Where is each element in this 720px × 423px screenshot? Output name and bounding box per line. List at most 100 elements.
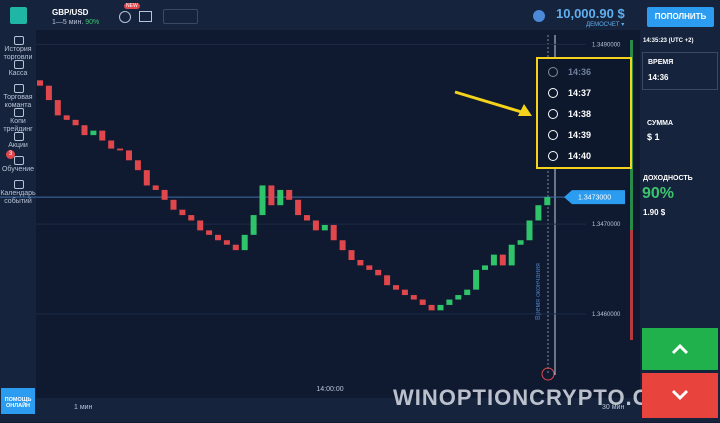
candle xyxy=(517,240,524,245)
new-badge: NEW xyxy=(124,3,140,9)
duration-text: 1—5 мин. xyxy=(52,19,84,26)
sidebar-item[interactable]: Календарь событий xyxy=(0,190,36,205)
duration: 1—5 мин. 90% xyxy=(52,19,99,26)
candle xyxy=(286,189,293,200)
candle xyxy=(339,240,346,251)
candle xyxy=(215,234,221,241)
candle xyxy=(482,265,488,270)
candle xyxy=(152,185,159,190)
candle xyxy=(464,289,471,296)
volume-bar xyxy=(630,40,633,340)
candle xyxy=(295,199,302,216)
candle xyxy=(259,185,266,216)
candle xyxy=(99,130,106,141)
y-tick-label: 1.3460000 xyxy=(592,312,621,318)
candle xyxy=(410,295,417,300)
candle xyxy=(37,80,43,86)
candle xyxy=(428,304,435,311)
put-button[interactable] xyxy=(642,373,718,418)
expiry-marker xyxy=(541,367,555,381)
sidebar-item[interactable]: Торговая команта xyxy=(3,94,33,109)
candle xyxy=(241,234,248,251)
candle xyxy=(455,295,462,300)
sidebar-icon xyxy=(14,84,24,93)
clock-icon xyxy=(548,151,558,161)
candle xyxy=(419,299,426,305)
candle xyxy=(393,285,399,290)
sidebar-item[interactable]: Акции xyxy=(8,142,28,149)
level-icon xyxy=(533,10,545,22)
account-type[interactable]: ДЕМОСЧЕТ ▾ xyxy=(586,22,625,28)
candle xyxy=(232,244,239,251)
arrow xyxy=(454,90,526,115)
sidebar-icon xyxy=(14,132,24,141)
chart-type-button[interactable] xyxy=(163,9,198,24)
candle xyxy=(526,220,533,241)
candle xyxy=(108,140,115,149)
balance[interactable]: 10,000.90 $ xyxy=(556,6,625,21)
timeframe[interactable]: 1 мин xyxy=(74,404,93,411)
current-price-tag xyxy=(564,190,625,205)
zoom-level[interactable]: 30 мин xyxy=(602,404,625,411)
yield-value: 90% xyxy=(642,185,675,202)
sidebar-item[interactable]: Обучение xyxy=(1,166,34,173)
sidebar-item[interactable]: Касса xyxy=(8,70,28,77)
candle xyxy=(81,125,88,136)
sidebar-item[interactable]: История торговли xyxy=(3,46,33,61)
y-tick-label: 1.3470000 xyxy=(592,222,621,228)
candle xyxy=(72,119,79,126)
time-dropdown: 14:36 14:37 14:38 14:39 14:40 xyxy=(536,57,632,169)
time-box[interactable]: ВРЕМЯ 14:36 xyxy=(642,52,718,90)
candle xyxy=(490,254,497,266)
logo[interactable] xyxy=(10,7,27,24)
time-option[interactable]: 14:37 xyxy=(568,88,592,98)
candle xyxy=(63,115,70,120)
candle xyxy=(170,199,177,210)
layout-button[interactable] xyxy=(139,11,152,22)
payout: 90% xyxy=(85,19,100,26)
candle xyxy=(544,197,551,206)
time-value: 14:36 xyxy=(648,73,669,82)
candle xyxy=(446,299,453,305)
candle xyxy=(117,148,124,151)
candle xyxy=(357,260,364,266)
time-option[interactable]: 14:39 xyxy=(568,130,592,140)
current-price-label: 1.3473000 xyxy=(578,195,611,202)
time-option[interactable]: 14:40 xyxy=(568,151,592,161)
candle xyxy=(268,185,275,206)
bottom-bar xyxy=(0,398,640,422)
call-button[interactable] xyxy=(642,328,718,370)
amount-value[interactable]: $ 1 xyxy=(647,132,660,142)
help-button[interactable]: ПОМОЩЬ ОНЛАЙН xyxy=(1,388,35,414)
deposit-button[interactable]: ПОПОЛНИТЬ xyxy=(647,7,714,27)
down-icon xyxy=(671,389,689,401)
up-icon xyxy=(671,343,689,355)
expiry-label: Время окончания xyxy=(535,263,542,320)
clock-icon xyxy=(548,67,558,77)
candle xyxy=(321,224,328,231)
candle xyxy=(126,150,132,161)
y-tick-label: 1.3490000 xyxy=(592,42,621,48)
sidebar-item[interactable]: Копи трейдинг xyxy=(3,118,33,133)
time-option[interactable]: 14:36 xyxy=(568,67,592,77)
clock-icon xyxy=(548,88,558,98)
candle xyxy=(499,254,506,266)
add-chart[interactable] xyxy=(119,11,131,23)
sidebar-icon xyxy=(14,60,24,69)
time-option[interactable]: 14:38 xyxy=(568,109,592,119)
pair[interactable]: GBP/USD xyxy=(52,8,89,17)
candle xyxy=(54,100,61,116)
watermark: WINOPTIONCRYPTO.COM xyxy=(393,385,687,410)
candle xyxy=(223,240,230,245)
x-tick-label: 14:00:00 xyxy=(316,386,343,393)
clock-icon xyxy=(548,130,558,140)
candle xyxy=(312,220,319,231)
candle xyxy=(90,130,97,136)
volume-bar xyxy=(630,230,633,340)
candle xyxy=(508,244,515,266)
candle xyxy=(375,269,382,276)
sidebar-icon xyxy=(14,180,24,189)
candle xyxy=(179,209,186,216)
profit-value: 1.90 $ xyxy=(643,208,666,217)
